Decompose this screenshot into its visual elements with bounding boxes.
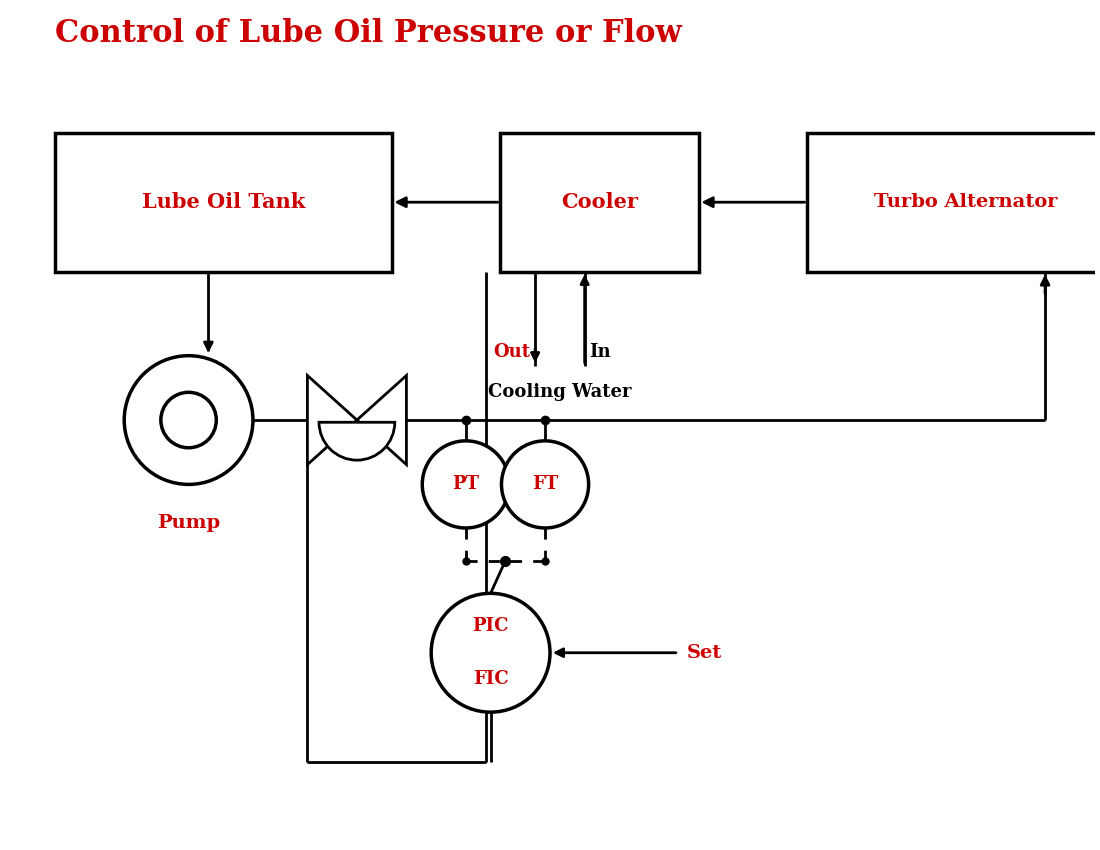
Text: Cooling Water: Cooling Water — [488, 383, 631, 401]
Text: Set: Set — [686, 643, 722, 662]
Text: Cooler: Cooler — [561, 192, 638, 212]
Text: Control of Lube Oil Pressure or Flow: Control of Lube Oil Pressure or Flow — [55, 18, 682, 48]
Circle shape — [422, 441, 509, 528]
Text: FIC: FIC — [473, 671, 508, 688]
Text: Pump: Pump — [157, 514, 220, 532]
Text: PT: PT — [452, 475, 480, 493]
Bar — [500, 133, 698, 271]
Text: Turbo Alternator: Turbo Alternator — [874, 193, 1057, 211]
Polygon shape — [307, 376, 356, 465]
Circle shape — [161, 393, 217, 448]
Text: In: In — [590, 343, 612, 360]
Text: Out: Out — [493, 343, 530, 360]
Text: Lube Oil Tank: Lube Oil Tank — [142, 192, 305, 212]
Text: FT: FT — [532, 475, 558, 493]
Circle shape — [124, 355, 253, 484]
Circle shape — [502, 441, 588, 528]
Bar — [807, 133, 1100, 271]
Bar — [55, 133, 392, 271]
Wedge shape — [319, 422, 395, 460]
Text: PIC: PIC — [472, 617, 509, 635]
Polygon shape — [356, 376, 406, 465]
Circle shape — [431, 593, 550, 712]
